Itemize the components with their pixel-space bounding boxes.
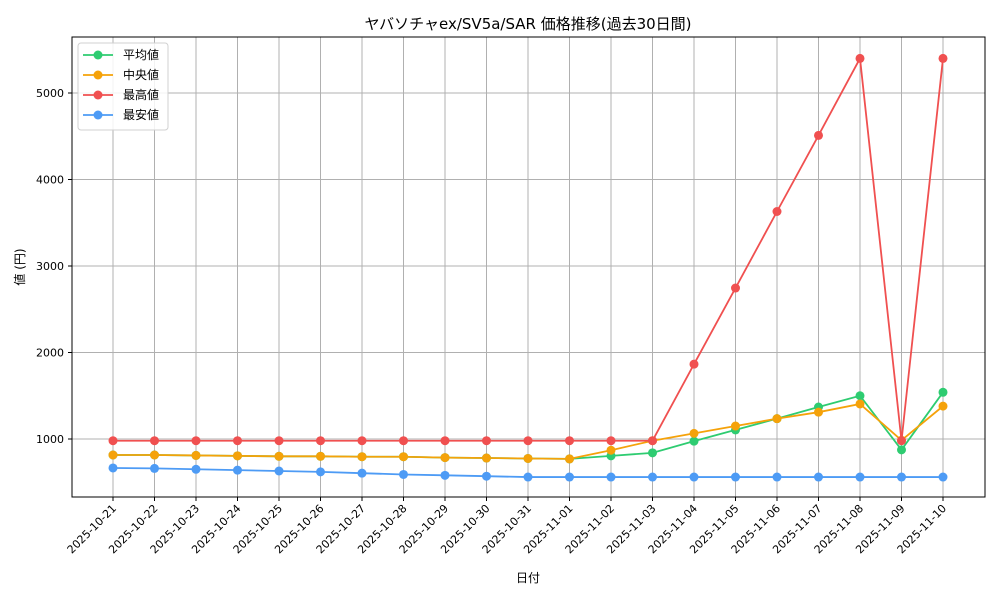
legend-label: 中央値 bbox=[123, 67, 159, 82]
data-point bbox=[565, 454, 574, 464]
data-point bbox=[855, 53, 865, 63]
data-point bbox=[648, 472, 657, 482]
data-point bbox=[191, 436, 201, 446]
data-point bbox=[855, 391, 865, 401]
data-point bbox=[150, 436, 159, 446]
series-lines bbox=[108, 53, 948, 482]
y-tick-label: 5000 bbox=[36, 87, 64, 100]
y-axis-ticks: 1000 2000 3000 4000 5000 bbox=[36, 87, 72, 446]
data-point bbox=[191, 450, 201, 460]
data-point bbox=[855, 472, 865, 482]
data-point bbox=[523, 472, 533, 482]
data-point bbox=[357, 468, 367, 478]
data-point bbox=[399, 469, 408, 479]
legend-marker-icon bbox=[93, 110, 103, 120]
data-point bbox=[648, 448, 657, 458]
y-tick-label: 2000 bbox=[36, 347, 64, 360]
data-point bbox=[648, 436, 657, 446]
data-point bbox=[689, 472, 699, 482]
legend-label: 最高値 bbox=[123, 87, 159, 102]
series-3 bbox=[108, 463, 948, 482]
data-point bbox=[108, 463, 118, 473]
data-point bbox=[938, 387, 948, 397]
data-point bbox=[191, 464, 201, 474]
data-point bbox=[731, 283, 740, 293]
x-axis-label: 日付 bbox=[516, 571, 540, 585]
data-point bbox=[482, 436, 491, 446]
data-point bbox=[399, 436, 408, 446]
legend-label: 平均値 bbox=[123, 47, 159, 62]
data-point bbox=[108, 436, 118, 446]
legend-marker-icon bbox=[93, 50, 103, 60]
data-point bbox=[731, 421, 740, 431]
y-tick-label: 4000 bbox=[36, 174, 64, 187]
data-point bbox=[274, 451, 284, 461]
legend-item: 最安値 bbox=[83, 107, 159, 122]
data-point bbox=[772, 472, 782, 482]
data-point bbox=[274, 436, 284, 446]
data-point bbox=[523, 436, 533, 446]
legend-label: 最安値 bbox=[123, 107, 159, 122]
data-point bbox=[772, 207, 782, 217]
data-point bbox=[274, 466, 284, 476]
data-point bbox=[565, 472, 574, 482]
legend-box bbox=[77, 42, 169, 131]
data-point bbox=[565, 436, 574, 446]
data-point bbox=[357, 436, 367, 446]
y-tick-label: 3000 bbox=[36, 260, 64, 273]
data-point bbox=[357, 452, 367, 462]
legend-marker-icon bbox=[93, 90, 103, 100]
data-point bbox=[150, 463, 159, 473]
data-point bbox=[897, 445, 906, 455]
data-point bbox=[316, 436, 325, 446]
data-point bbox=[938, 53, 948, 63]
y-axis-label: 値 (円) bbox=[12, 248, 27, 285]
data-point bbox=[897, 436, 906, 446]
data-point bbox=[855, 399, 865, 409]
x-axis-ticks: 2025-10-212025-10-222025-10-232025-10-24… bbox=[65, 497, 949, 556]
legend-item: 中央値 bbox=[83, 67, 159, 82]
data-point bbox=[606, 472, 616, 482]
data-point bbox=[606, 445, 616, 455]
data-point bbox=[233, 451, 242, 461]
legend-item: 平均値 bbox=[83, 47, 159, 62]
data-point bbox=[440, 453, 450, 463]
legend-marker-icon bbox=[93, 70, 103, 80]
data-point bbox=[938, 472, 948, 482]
data-point bbox=[108, 450, 118, 460]
data-point bbox=[814, 472, 823, 482]
data-point bbox=[316, 451, 325, 461]
data-point bbox=[731, 472, 740, 482]
series-2 bbox=[108, 53, 948, 446]
data-point bbox=[606, 436, 616, 446]
data-point bbox=[233, 465, 242, 475]
data-point bbox=[482, 471, 491, 481]
data-point bbox=[233, 436, 242, 446]
data-point bbox=[772, 414, 782, 424]
data-point bbox=[150, 450, 159, 460]
data-point bbox=[523, 453, 533, 463]
data-point bbox=[897, 472, 906, 482]
y-tick-label: 1000 bbox=[36, 433, 64, 446]
chart-title: ヤバソチャex/SV5a/SAR 価格推移(過去30日間) bbox=[364, 15, 691, 33]
data-point bbox=[814, 407, 823, 417]
data-point bbox=[482, 453, 491, 463]
data-point bbox=[938, 401, 948, 411]
data-point bbox=[316, 467, 325, 477]
legend-item: 最高値 bbox=[83, 87, 159, 102]
data-point bbox=[399, 452, 408, 462]
data-point bbox=[440, 436, 450, 446]
data-point bbox=[689, 428, 699, 438]
data-point bbox=[440, 470, 450, 480]
data-point bbox=[689, 436, 699, 446]
grid-lines bbox=[72, 37, 985, 497]
data-point bbox=[814, 130, 823, 140]
data-point bbox=[689, 359, 699, 369]
